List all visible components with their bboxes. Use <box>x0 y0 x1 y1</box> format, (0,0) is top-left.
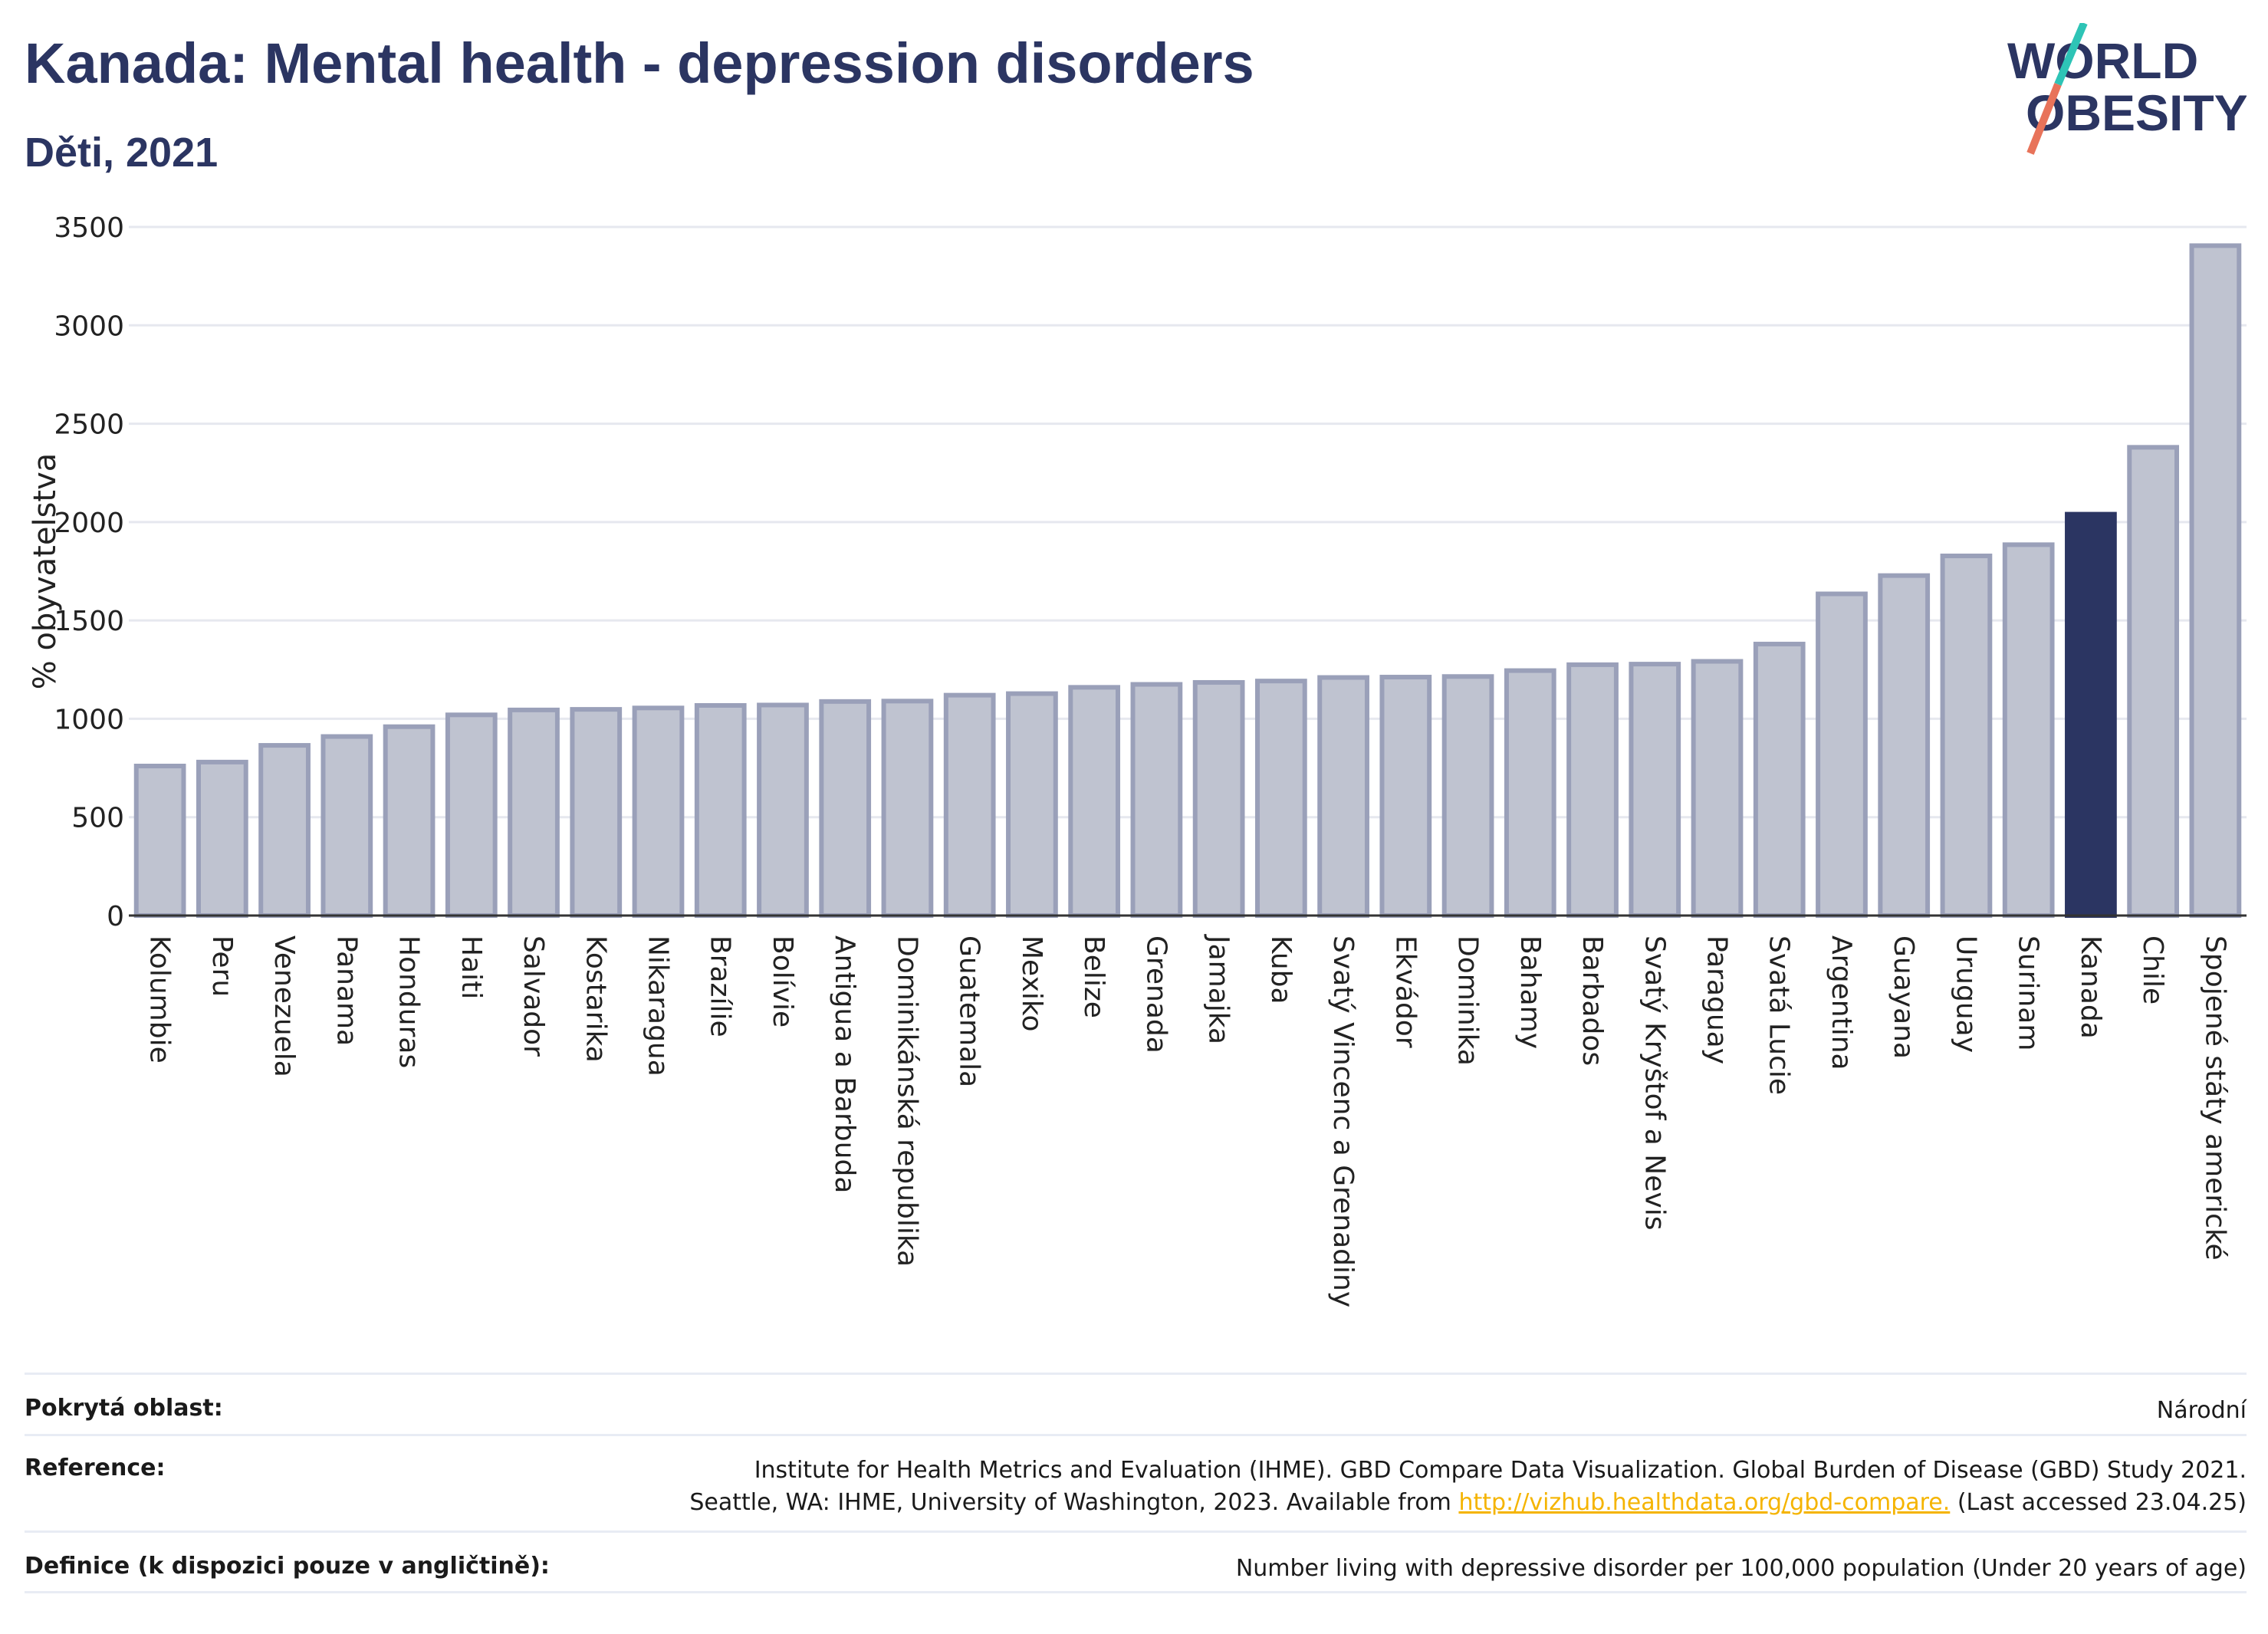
x-tick-label: Venezuela <box>268 935 300 1077</box>
x-tick-label: Chile <box>2137 935 2168 1004</box>
page-title: Kanada: Mental health - depression disor… <box>25 31 1254 95</box>
y-tick-label: 2000 <box>54 508 124 539</box>
bar <box>632 705 685 918</box>
bar <box>1317 675 1369 918</box>
world-obesity-logo: WORLD OBESITY <box>2007 23 2247 155</box>
bar <box>1379 675 1432 918</box>
bar <box>320 734 373 919</box>
y-tick-label: 1000 <box>54 704 124 735</box>
x-tick-label: Paraguay <box>1701 935 1733 1064</box>
x-tick-label: Salvador <box>518 935 549 1057</box>
x-tick-label: Kanada <box>2075 935 2106 1039</box>
bar <box>943 692 996 918</box>
x-tick-label: Peru <box>206 935 238 997</box>
x-tick-label: Dominikánská republika <box>891 935 922 1267</box>
bar <box>1691 659 1744 918</box>
y-tick-label: 3500 <box>54 212 124 244</box>
y-tick-label: 1500 <box>54 606 124 637</box>
bar <box>383 724 436 918</box>
x-tick-label: Ekvádor <box>1389 935 1421 1048</box>
bar <box>1068 685 1121 918</box>
bar <box>1441 674 1494 918</box>
x-tick-label: Barbados <box>1576 935 1608 1066</box>
y-tick-label: 0 <box>107 901 124 932</box>
bar-chart: 0 500 1000 1500 2000 2500 3000 3500 % obyvatelst… <box>28 212 2247 1307</box>
logo-slash-red <box>2026 83 2062 155</box>
x-tick-label: Kostarika <box>580 935 611 1063</box>
x-tick-label: Guatemala <box>954 935 985 1087</box>
bar <box>196 759 248 918</box>
x-tick-label: Haiti <box>455 935 487 999</box>
x-tick-label: Mexiko <box>1016 935 1047 1031</box>
bar <box>1504 668 1556 918</box>
bar <box>133 764 186 919</box>
x-tick-label: Argentina <box>1826 935 1857 1070</box>
x-tick-label: Antigua a Barbuda <box>829 935 860 1193</box>
bar <box>258 743 311 919</box>
x-tick-label: Dominika <box>1452 935 1484 1066</box>
y-tick-label: 3000 <box>54 311 124 342</box>
bar <box>508 707 560 919</box>
x-tick-label: Bolívie <box>767 935 798 1027</box>
coverage-label: Pokrytá oblast: <box>25 1395 223 1422</box>
page-subtitle: Děti, 2021 <box>25 130 219 176</box>
x-tick-label: Svatý Kryštof a Nevis <box>1639 935 1670 1230</box>
bar <box>1878 573 1931 919</box>
bar <box>694 702 747 918</box>
bar <box>2127 445 2180 918</box>
definition-label: Definice (k dispozici pouze v angličtině… <box>25 1553 550 1580</box>
logo-slash-teal <box>2054 23 2088 86</box>
coverage-value: Národní <box>2156 1397 2247 1424</box>
bar <box>2189 243 2242 919</box>
y-tick-label: 2500 <box>54 409 124 441</box>
bar <box>819 699 872 918</box>
x-tick-label: Jamajka <box>1203 934 1234 1044</box>
y-tick-label: 500 <box>71 803 124 834</box>
y-axis-label: % obyvatelstva <box>28 453 63 690</box>
x-tick-label: Panama <box>330 935 362 1046</box>
footer-row-reference: Reference: Institute for Health Metrics … <box>25 1434 2247 1530</box>
bar <box>570 707 623 919</box>
logo-line2: OBESITY <box>2026 84 2247 141</box>
bar <box>757 702 809 918</box>
bar <box>1816 591 1868 919</box>
x-tick-label: Bahamy <box>1514 935 1546 1049</box>
bar <box>1130 682 1183 918</box>
bar <box>881 699 934 919</box>
x-tick-label: Nikaragua <box>643 935 674 1077</box>
bar <box>1940 553 1993 918</box>
bar <box>1629 662 1681 918</box>
x-tick-label: Grenada <box>1140 935 1172 1054</box>
definition-value: Number living with depressive disorder p… <box>1235 1555 2247 1582</box>
bar <box>1566 662 1619 918</box>
reference-label: Reference: <box>25 1455 166 1481</box>
reference-link[interactable]: http://vizhub.healthdata.org/gbd-compare… <box>1458 1489 1951 1516</box>
footer-row-definition: Definice (k dispozici pouze v angličtině… <box>25 1530 2247 1593</box>
x-tick-label: Guayana <box>1888 935 1919 1059</box>
bar <box>2002 542 2055 918</box>
reference-value: Institute for Health Metrics and Evaluat… <box>689 1455 2247 1519</box>
x-tick-label: Uruguay <box>1950 935 1981 1053</box>
x-tick-label: Belize <box>1078 935 1109 1018</box>
x-tick-label: Honduras <box>393 935 425 1068</box>
x-tick-label: Kolumbie <box>144 935 176 1064</box>
reference-line1: Institute for Health Metrics and Evaluat… <box>754 1457 2247 1484</box>
bar <box>1006 691 1058 918</box>
bar <box>445 712 498 918</box>
x-tick-label: Kuba <box>1265 935 1297 1004</box>
bar <box>1192 679 1245 918</box>
reference-line2-pre: Seattle, WA: IHME, University of Washing… <box>689 1489 1459 1516</box>
bar <box>2065 511 2117 918</box>
footer-table: Pokrytá oblast: Národní Reference: Insti… <box>25 1373 2247 1593</box>
footer-row-coverage: Pokrytá oblast: Národní <box>25 1373 2247 1434</box>
x-tick-label: Svatá Lucie <box>1763 935 1795 1095</box>
bar <box>1753 641 1806 919</box>
x-tick-label: Spojené státy americké <box>2199 935 2230 1261</box>
logo-line1: WORLD <box>2007 32 2198 89</box>
bar <box>1254 679 1307 918</box>
x-tick-label: Brazílie <box>705 935 736 1037</box>
reference-line2-post: (Last accessed 23.04.25) <box>1950 1489 2247 1516</box>
x-tick-label: Svatý Vincenc a Grenadiny <box>1327 935 1359 1307</box>
x-tick-label: Surinam <box>2013 935 2044 1050</box>
